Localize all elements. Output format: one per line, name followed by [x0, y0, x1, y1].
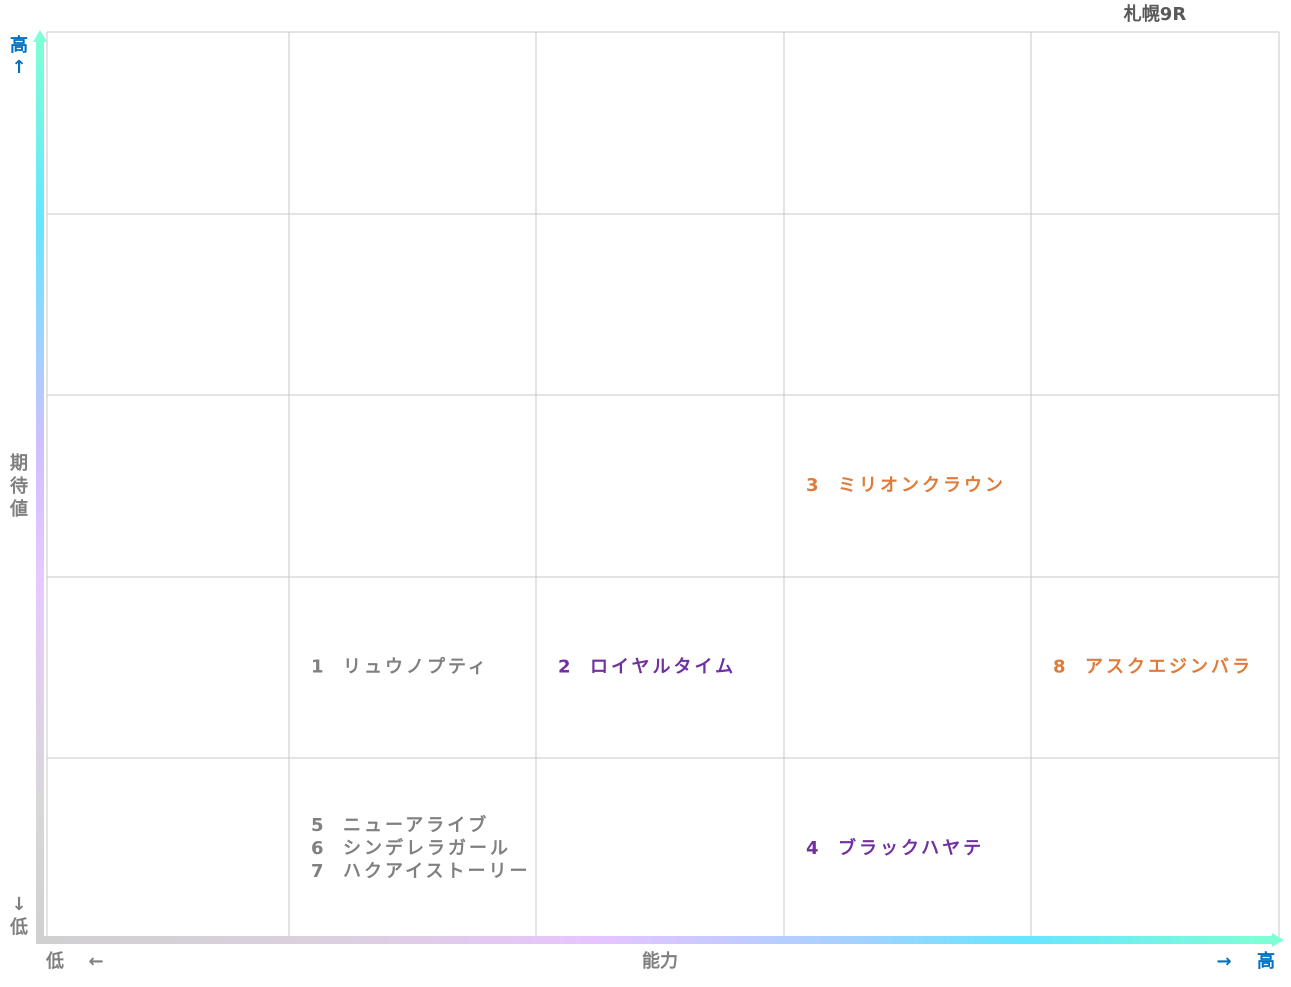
y-axis-bar	[36, 40, 44, 942]
x-low-arrow: ←	[88, 951, 103, 972]
entry-number: 1	[311, 657, 324, 678]
x-low: 低	[45, 950, 64, 972]
y-high-arrow: ↑	[11, 57, 26, 78]
entry-name: ハクアイストーリー	[343, 861, 531, 882]
entry-name: アスクエジンバラ	[1085, 657, 1253, 678]
grid	[46, 31, 1280, 941]
y-low-arrow: ↓	[11, 894, 26, 915]
entry-number: 7	[311, 861, 324, 882]
x-axis-arrow	[1272, 933, 1284, 947]
entry-number: 8	[1053, 657, 1066, 678]
x-label: 能力	[642, 950, 678, 972]
entry-name: ブラックハヤテ	[838, 837, 984, 859]
title: 札幌9R	[1123, 3, 1187, 25]
entry-name: ロイヤルタイム	[590, 657, 736, 678]
entry-name: シンデレラガール	[343, 837, 511, 859]
entry-number: 3	[806, 475, 819, 496]
x-high: 高	[1257, 950, 1275, 972]
entry-name: リュウノプティ	[343, 656, 489, 678]
entry-number: 5	[311, 815, 324, 836]
entry-number: 2	[558, 657, 571, 678]
entry-number: 6	[311, 838, 324, 859]
y-label: 期	[10, 453, 28, 474]
y-label: 値	[9, 498, 28, 520]
y-high: 高	[10, 34, 28, 56]
y-label: 待	[10, 475, 28, 497]
y-low: 低	[9, 916, 28, 938]
y-axis-arrow	[33, 30, 47, 42]
entry-name: ニューアライブ	[343, 814, 489, 836]
x-axis-bar	[36, 936, 1274, 944]
x-high-arrow: →	[1216, 951, 1231, 972]
entry-name: ミリオンクラウン	[838, 475, 1006, 496]
entry-number: 4	[806, 838, 819, 859]
